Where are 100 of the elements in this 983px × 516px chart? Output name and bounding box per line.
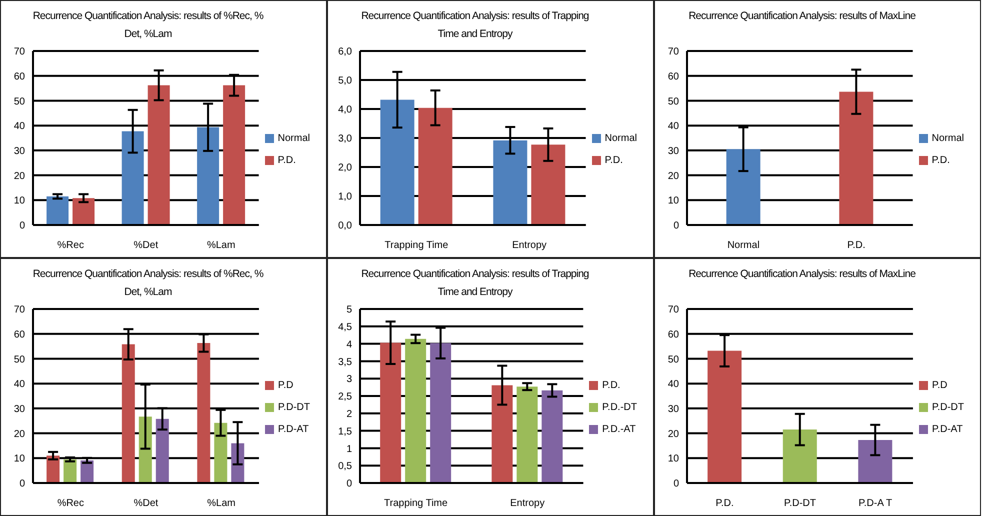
- chart-title: Recurrence Quantification Analysis: results of Trapping Time and Entropy: [360, 267, 590, 300]
- legend-label: P.D-DT: [278, 402, 310, 413]
- y-tick-label: 40: [668, 121, 680, 132]
- x-tick-label: Trapping Time: [384, 498, 448, 510]
- y-tick-label: 50: [668, 96, 680, 108]
- bar: [72, 198, 95, 225]
- bar: [197, 127, 220, 225]
- y-tick-label: 5: [346, 304, 352, 316]
- y-tick-label: 2,5: [338, 392, 352, 403]
- y-tick-label: 2: [346, 408, 352, 420]
- chart-title: Recurrence Quantification Analysis: results of %Rec, % Det, %Lam: [32, 267, 264, 300]
- y-tick-label: 0: [19, 478, 26, 490]
- y-tick-label: 6,0: [338, 46, 352, 58]
- legend-label: P.D.-DT: [602, 402, 637, 413]
- bar: [122, 344, 135, 483]
- y-tick-label: 4,5: [338, 322, 352, 333]
- y-tick-label: 0,5: [338, 461, 352, 472]
- y-tick-label: 10: [14, 454, 26, 465]
- x-tick-label: %Det: [134, 240, 158, 252]
- y-tick-label: 3,5: [338, 356, 352, 368]
- x-tick-label: Normal: [727, 240, 760, 252]
- y-tick-label: 60: [668, 71, 680, 82]
- x-tick-label: P.D.: [847, 240, 866, 252]
- legend-label: P.D.: [602, 380, 620, 391]
- y-tick-label: 40: [668, 379, 680, 390]
- y-tick-label: 20: [14, 170, 26, 182]
- y-tick-label: 3,0: [338, 134, 352, 145]
- y-tick-label: 2,0: [338, 162, 352, 174]
- y-tick-label: 70: [668, 46, 680, 58]
- y-tick-label: 0: [673, 478, 680, 490]
- bar: [223, 85, 246, 225]
- legend-label: P.D.: [932, 155, 950, 166]
- y-tick-label: 40: [14, 121, 26, 132]
- bar: [493, 140, 528, 225]
- y-tick-label: 0,0: [338, 220, 352, 232]
- y-tick-label: 4: [346, 339, 352, 350]
- bar: [148, 85, 170, 225]
- legend-label: Normal: [604, 133, 637, 144]
- chart-title: Recurrence Quantification Analysis: results of MaxLine: [688, 267, 916, 282]
- x-tick-label: P.D.: [716, 498, 734, 510]
- y-tick-label: 10: [668, 454, 680, 465]
- y-tick-label: 70: [668, 304, 680, 316]
- bar: [214, 422, 228, 483]
- bar: [197, 343, 210, 483]
- legend-label: Normal: [932, 133, 964, 144]
- bar: [156, 418, 169, 483]
- y-tick-label: 0: [346, 478, 352, 490]
- y-tick-label: 60: [14, 329, 26, 340]
- bar: [531, 144, 566, 225]
- chart-title: Recurrence Quantification Analysis: results of Trapping Time and Entropy: [360, 9, 590, 42]
- y-tick-label: 4,0: [338, 104, 352, 116]
- y-tick-label: 70: [14, 304, 26, 316]
- y-tick-label: 20: [14, 428, 26, 440]
- x-tick-label: %Lam: [207, 498, 236, 510]
- y-tick-label: 1,5: [338, 426, 352, 438]
- bar: [380, 342, 402, 483]
- bar: [492, 385, 513, 483]
- y-tick-label: 50: [668, 354, 680, 366]
- legend-label: P.D.: [278, 155, 296, 166]
- y-tick-label: 30: [668, 146, 680, 157]
- x-tick-label: Trapping Time: [384, 240, 449, 252]
- bar: [380, 100, 414, 225]
- y-tick-label: 10: [668, 196, 680, 207]
- bar: [138, 416, 152, 483]
- legend-label: P.D.-AT: [602, 424, 636, 435]
- chart-title: Recurrence Quantification Analysis: results of MaxLine: [688, 9, 916, 24]
- bar: [516, 386, 538, 483]
- y-tick-label: 10: [14, 196, 26, 207]
- legend-label: P.D-AT: [932, 424, 963, 435]
- y-tick-label: 5,0: [338, 76, 352, 87]
- bar: [80, 460, 94, 483]
- y-tick-label: 40: [14, 379, 26, 390]
- legend-label: Normal: [278, 133, 310, 144]
- x-tick-label: P.D-A T: [858, 498, 892, 510]
- x-tick-label: %Rec: [57, 498, 84, 510]
- x-tick-label: %Lam: [206, 240, 236, 252]
- x-tick-label: Entropy: [512, 240, 547, 252]
- y-tick-label: 50: [14, 96, 26, 108]
- y-tick-label: 1,0: [338, 192, 352, 203]
- chart-title: Recurrence Quantification Analysis: results of %Rec, % Det, %Lam: [32, 9, 264, 42]
- y-tick-label: 70: [14, 46, 26, 58]
- y-tick-label: 60: [668, 329, 680, 340]
- y-tick-label: 1: [346, 444, 352, 455]
- legend-label: P.D-AT: [278, 424, 309, 435]
- y-tick-label: 0: [19, 220, 26, 232]
- y-tick-label: 30: [668, 404, 680, 415]
- bar: [64, 459, 77, 483]
- y-tick-label: 50: [14, 354, 26, 366]
- x-tick-label: %Det: [134, 498, 158, 510]
- legend-label: P.D: [278, 380, 294, 391]
- y-tick-label: 20: [668, 428, 680, 440]
- bar: [418, 108, 452, 225]
- x-tick-label: %Rec: [57, 240, 84, 252]
- y-tick-label: 30: [14, 404, 26, 415]
- bar: [46, 456, 60, 483]
- bar: [46, 196, 69, 225]
- y-tick-label: 20: [668, 170, 680, 182]
- x-tick-label: P.D-DT: [784, 498, 816, 510]
- legend-label: P.D: [932, 380, 948, 391]
- y-tick-label: 3: [346, 374, 352, 386]
